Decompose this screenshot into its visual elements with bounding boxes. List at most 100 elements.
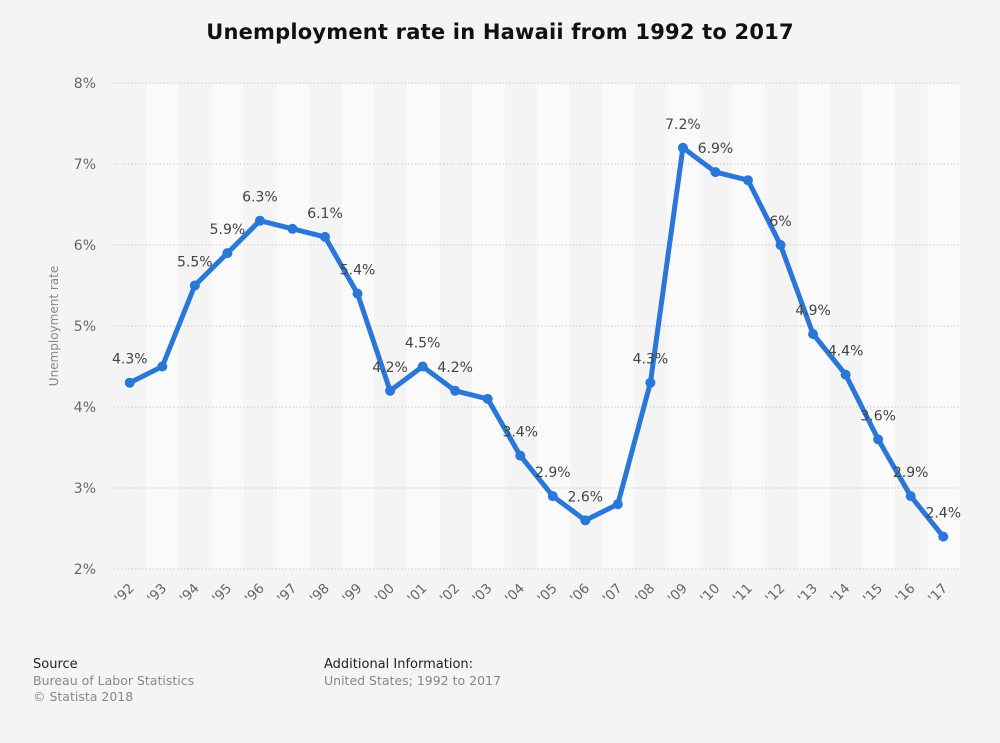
data-point xyxy=(124,377,135,388)
x-tick-label: '03 xyxy=(469,581,495,607)
data-point xyxy=(580,515,591,526)
data-label: 2.9% xyxy=(893,465,929,481)
column-band xyxy=(797,83,830,569)
x-tick-label: '02 xyxy=(437,581,463,607)
data-point xyxy=(157,361,168,372)
column-band xyxy=(894,83,928,569)
data-label: 5.9% xyxy=(210,222,246,238)
x-tick-label: '06 xyxy=(567,581,593,607)
copyright-line: © Statista 2018 xyxy=(33,689,134,704)
x-axis-ticks: '92'93 '94'95 '96'97 '98'99 '00'01 '02'03 '04 '… xyxy=(112,581,952,607)
data-label: 4.9% xyxy=(795,303,831,319)
data-label: 6% xyxy=(769,214,791,230)
data-label: 4.3% xyxy=(633,352,669,368)
data-label: 4.2% xyxy=(437,360,473,376)
data-point xyxy=(645,377,656,388)
column-band xyxy=(211,83,245,569)
source-heading: Source xyxy=(33,657,78,672)
y-axis-label: Unemployment rate xyxy=(47,266,61,386)
x-tick-label: '16 xyxy=(892,581,918,607)
y-tick-label: 2% xyxy=(74,562,96,578)
data-label: 4.2% xyxy=(372,360,408,376)
column-band xyxy=(569,83,603,569)
additional-info-line: United States; 1992 to 2017 xyxy=(324,673,501,688)
data-point xyxy=(677,142,688,153)
data-point xyxy=(905,491,916,502)
data-label: 5.4% xyxy=(340,263,376,279)
line-chart: 2%3%4%5%6%7%8% '92'93'94'95'96'97'98'99 '… xyxy=(47,76,961,607)
data-label: 6.9% xyxy=(698,141,734,157)
data-label: 6.1% xyxy=(307,206,343,222)
x-tick-label: '93 xyxy=(144,581,170,607)
data-point xyxy=(254,215,265,226)
x-tick-label: '98 xyxy=(307,581,333,607)
column-band xyxy=(764,83,798,569)
additional-info-heading: Additional Information: xyxy=(324,657,474,672)
series-line xyxy=(127,145,946,540)
y-tick-label: 4% xyxy=(74,400,96,416)
data-point xyxy=(873,434,884,445)
y-tick-label: 8% xyxy=(74,76,96,92)
y-tick-label: 7% xyxy=(74,157,96,173)
x-tick-label: '97 xyxy=(274,581,300,607)
column-band xyxy=(114,83,147,569)
x-tick-label: '94 xyxy=(177,581,203,607)
data-label: 2.4% xyxy=(925,506,961,522)
column-band xyxy=(439,83,472,569)
data-point xyxy=(482,393,493,404)
data-point xyxy=(515,450,526,461)
data-point xyxy=(840,369,851,380)
y-tick-label: 5% xyxy=(74,319,96,335)
data-point xyxy=(222,248,233,259)
data-point xyxy=(417,361,428,372)
data-label: 2.9% xyxy=(535,465,571,481)
x-tick-label: '11 xyxy=(730,581,756,607)
x-tick-label: '08 xyxy=(632,581,658,607)
data-labels: 4.3% 5.5% 5.9% 6.3% 6.1% 5.4% 4.2% 4.5% 4.2% 3.4%… xyxy=(112,117,961,522)
data-point xyxy=(612,499,623,510)
data-points xyxy=(124,142,949,542)
data-point xyxy=(547,491,558,502)
data-label: 3.4% xyxy=(502,425,538,441)
data-label: 3.6% xyxy=(860,408,896,424)
chart-title: Unemployment rate in Hawaii from 1992 to… xyxy=(206,20,794,44)
series-line-group xyxy=(127,145,946,540)
data-label: 4.3% xyxy=(112,352,148,368)
y-axis-ticks: 2% 3% 4% 5% 6% 7% 8% xyxy=(74,76,96,578)
x-tick-label: '95 xyxy=(209,581,235,607)
data-point xyxy=(808,329,819,340)
data-point xyxy=(287,223,298,234)
y-tick-label: 6% xyxy=(74,238,96,254)
column-band xyxy=(244,83,277,569)
x-tick-label: '15 xyxy=(860,581,886,607)
x-tick-label: '99 xyxy=(339,581,365,607)
x-tick-label: '14 xyxy=(827,581,853,607)
gridlines xyxy=(114,82,960,570)
x-tick-label: '17 xyxy=(925,581,951,607)
data-label: 4.4% xyxy=(828,344,864,360)
x-tick-label: '05 xyxy=(535,581,561,607)
y-tick-label: 3% xyxy=(74,481,96,497)
column-band xyxy=(667,83,700,569)
x-tick-label: '07 xyxy=(600,581,626,607)
data-label: 4.5% xyxy=(405,336,441,352)
x-tick-label: '92 xyxy=(112,581,138,607)
data-label: 5.5% xyxy=(177,255,213,271)
x-tick-label: '04 xyxy=(502,581,528,607)
data-point xyxy=(775,240,786,250)
data-point xyxy=(938,531,949,542)
data-point xyxy=(189,280,200,291)
source-block: Source Bureau of Labor Statistics © Stat… xyxy=(33,657,194,705)
data-point xyxy=(320,231,330,242)
x-tick-label: '13 xyxy=(795,581,821,607)
data-point xyxy=(385,385,396,396)
x-tick-label: '10 xyxy=(697,581,723,607)
source-line: Bureau of Labor Statistics xyxy=(33,673,195,688)
data-point xyxy=(743,175,753,186)
data-label: 2.6% xyxy=(568,489,604,505)
data-label: 7.2% xyxy=(665,117,701,133)
x-tick-label: '09 xyxy=(665,581,691,607)
additional-info-block: Additional Information: United States; 1… xyxy=(324,657,501,689)
x-tick-label: '01 xyxy=(404,581,430,607)
data-point xyxy=(450,385,461,396)
